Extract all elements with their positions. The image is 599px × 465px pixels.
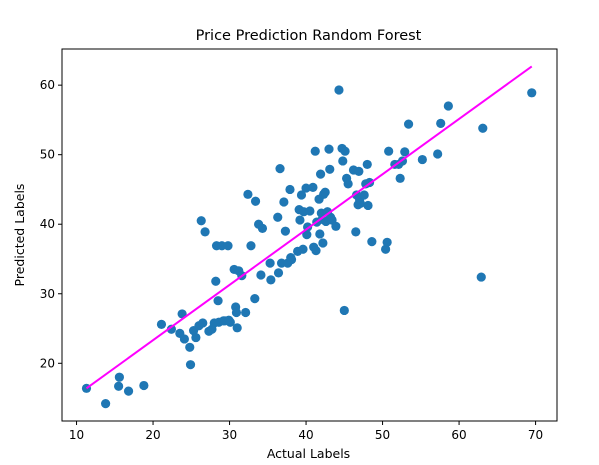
data-point-121 [476,272,486,282]
data-point-9 [177,309,187,319]
data-point-120 [443,101,453,111]
data-point-70 [310,146,320,156]
chart-title: Price Prediction Random Forest [196,28,422,44]
data-point-118 [433,149,443,159]
data-point-99 [354,166,364,176]
data-point-90 [338,156,348,166]
data-point-101 [355,198,365,208]
data-point-4 [123,386,134,396]
data-point-11 [185,342,195,352]
data-point-47 [266,275,276,285]
x-tick-label-20: 20 [145,428,160,442]
data-point-49 [273,268,284,278]
data-point-87 [331,221,341,231]
axes: 10 20 30 40 50 60 70 20 30 40 50 60 [40,48,558,442]
data-point-80 [320,187,330,197]
data-point-45 [257,223,268,233]
x-tick-label-40: 40 [298,428,313,442]
data-point-71 [311,246,321,256]
data-point-122 [478,123,488,133]
data-point-84 [325,164,335,174]
data-point-119 [436,118,446,128]
data-point-92 [340,146,350,156]
y-tick-label-40: 40 [40,217,55,231]
data-point-48 [273,212,283,222]
data-point-113 [395,173,405,183]
data-point-123 [527,88,537,98]
data-point-65 [302,230,312,240]
data-point-88 [334,85,344,95]
data-point-5 [139,380,149,391]
y-tick-label-20: 20 [40,356,55,370]
data-point-14 [191,332,201,343]
data-point-57 [286,255,297,265]
data-point-12 [185,360,196,370]
x-tick-label-50: 50 [375,428,390,442]
x-tick-label-30: 30 [222,428,237,442]
data-point-1 [101,399,111,409]
data-point-52 [279,197,289,207]
x-tick-label-60: 60 [451,428,466,442]
plot-area [81,65,537,409]
data-point-7 [166,324,176,334]
y-tick-label-50: 50 [40,148,55,162]
data-point-74 [315,229,325,239]
data-point-96 [351,227,361,237]
data-point-35 [232,323,242,333]
axes-frame [61,48,558,422]
data-point-29 [223,241,233,251]
data-point-91 [339,305,349,316]
data-point-2 [114,381,124,391]
data-point-38 [241,307,251,318]
trend-line [85,65,533,390]
data-point-39 [243,189,253,199]
data-point-115 [400,147,410,157]
y-tick-label-60: 60 [40,78,55,92]
data-point-17 [198,318,208,328]
data-point-75 [315,169,326,179]
data-point-62 [298,244,308,254]
data-point-18 [200,227,210,237]
x-tick-label-70: 70 [528,428,543,442]
x-tick-label-10: 10 [69,428,84,442]
data-point-41 [250,294,260,304]
data-point-94 [343,179,353,189]
data-point-50 [275,164,285,174]
data-point-31 [225,317,235,327]
data-point-109 [382,237,392,247]
data-point-40 [246,241,256,251]
data-point-78 [318,238,328,248]
data-point-34 [231,307,242,318]
data-point-110 [384,146,394,156]
y-tick-label-30: 30 [40,287,55,301]
data-point-108 [381,244,391,254]
data-point-44 [256,270,266,280]
data-point-6 [156,319,167,329]
y-axis-label: Predicted Labels [12,184,27,287]
data-point-10 [179,334,190,344]
x-axis-label: Actual Labels [267,446,350,461]
data-point-104 [362,159,372,170]
data-point-67 [305,206,315,216]
data-point-42 [250,196,261,206]
data-point-116 [403,119,414,129]
data-point-61 [296,190,307,200]
data-point-60 [295,215,305,225]
data-point-55 [285,184,295,195]
data-point-83 [324,144,334,154]
data-point-3 [114,372,124,382]
data-point-117 [417,154,427,165]
data-point-68 [308,182,318,192]
data-point-102 [359,190,369,200]
data-point-46 [265,258,275,268]
data-point-22 [211,276,221,286]
data-point-64 [301,183,311,193]
data-point-105 [363,200,373,211]
data-point-107 [367,237,377,247]
data-point-24 [213,296,223,306]
data-point-16 [196,216,206,226]
data-point-53 [280,226,290,236]
